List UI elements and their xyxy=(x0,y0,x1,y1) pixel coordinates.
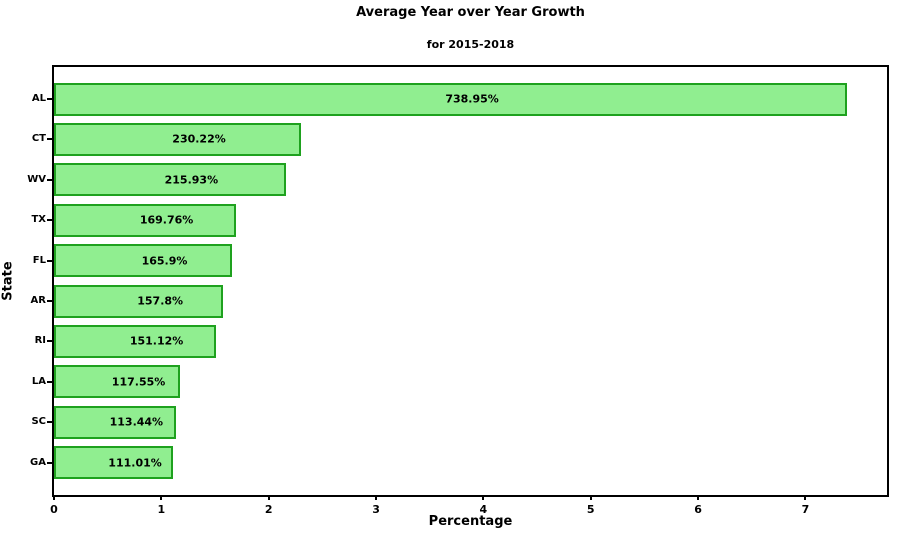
bar-value-label: 111.01% xyxy=(108,456,162,470)
x-tick-label: 0 xyxy=(50,503,58,516)
chart-title: Average Year over Year Growth xyxy=(356,5,585,20)
bar xyxy=(54,446,174,480)
x-tick-mark xyxy=(375,495,378,500)
bar xyxy=(54,122,302,156)
bar xyxy=(54,284,224,318)
y-tick-label: TX xyxy=(31,214,46,226)
y-tick-mark xyxy=(47,138,52,141)
x-tick-label: 1 xyxy=(157,503,166,516)
bar xyxy=(54,82,848,116)
bar-value-label: 169.76% xyxy=(139,213,194,227)
x-tick-label: 3 xyxy=(372,503,380,516)
y-tick-label: CT xyxy=(31,133,46,145)
plot-area: 738.95% AL 230.22% CT 215.93% WV 169.76% TX 165.… xyxy=(27,65,889,516)
y-tick-mark xyxy=(47,259,52,262)
bar-value-label: 738.95% xyxy=(445,92,499,106)
y-tick-label: GA xyxy=(30,456,46,468)
y-tick-mark xyxy=(47,461,52,464)
bar-value-label: 113.44% xyxy=(109,415,164,429)
x-tick-label: 5 xyxy=(586,503,595,516)
x-tick-mark xyxy=(589,495,592,500)
x-axis-title: Percentage xyxy=(428,514,513,529)
y-tick-mark xyxy=(47,380,52,383)
bar xyxy=(54,365,181,399)
y-tick-label: LA xyxy=(31,375,46,387)
x-tick-label: 6 xyxy=(694,503,702,516)
y-tick-mark xyxy=(47,178,52,181)
y-tick-mark xyxy=(47,98,52,100)
x-tick-label: 7 xyxy=(801,503,810,516)
bar xyxy=(54,203,237,237)
chart-subtitle: for 2015-2018 xyxy=(426,38,515,51)
y-tick-label: FL xyxy=(32,254,46,266)
y-tick-label: WV xyxy=(27,173,46,185)
x-tick-mark xyxy=(697,495,700,500)
x-tick-mark xyxy=(482,495,485,500)
bar-value-label: 157.8% xyxy=(137,294,184,308)
x-tick-mark xyxy=(53,495,55,500)
y-tick-mark xyxy=(47,300,52,303)
bar-value-label: 151.12% xyxy=(129,334,184,348)
x-tick-label: 2 xyxy=(264,503,273,516)
bar-value-label: 165.9% xyxy=(141,254,188,268)
bar xyxy=(54,324,217,358)
x-tick-mark xyxy=(804,495,807,500)
x-tick-label: 4 xyxy=(479,503,488,516)
y-tick-label: AR xyxy=(30,295,46,307)
y-tick-label: SC xyxy=(31,416,46,428)
y-tick-mark xyxy=(47,219,52,222)
bar-value-label: 230.22% xyxy=(172,132,226,146)
y-tick-mark xyxy=(47,421,52,424)
bar xyxy=(54,244,233,278)
x-tick-mark xyxy=(160,495,163,500)
bar-value-label: 215.93% xyxy=(164,173,219,187)
y-tick-label: RI xyxy=(34,335,46,347)
bar xyxy=(54,163,286,197)
x-tick-mark xyxy=(267,495,270,500)
y-tick-mark xyxy=(47,340,52,343)
y-tick-label: AL xyxy=(31,93,46,104)
y-axis-title: State xyxy=(0,261,16,301)
bar xyxy=(54,405,176,439)
bar-value-label: 117.55% xyxy=(111,375,166,389)
